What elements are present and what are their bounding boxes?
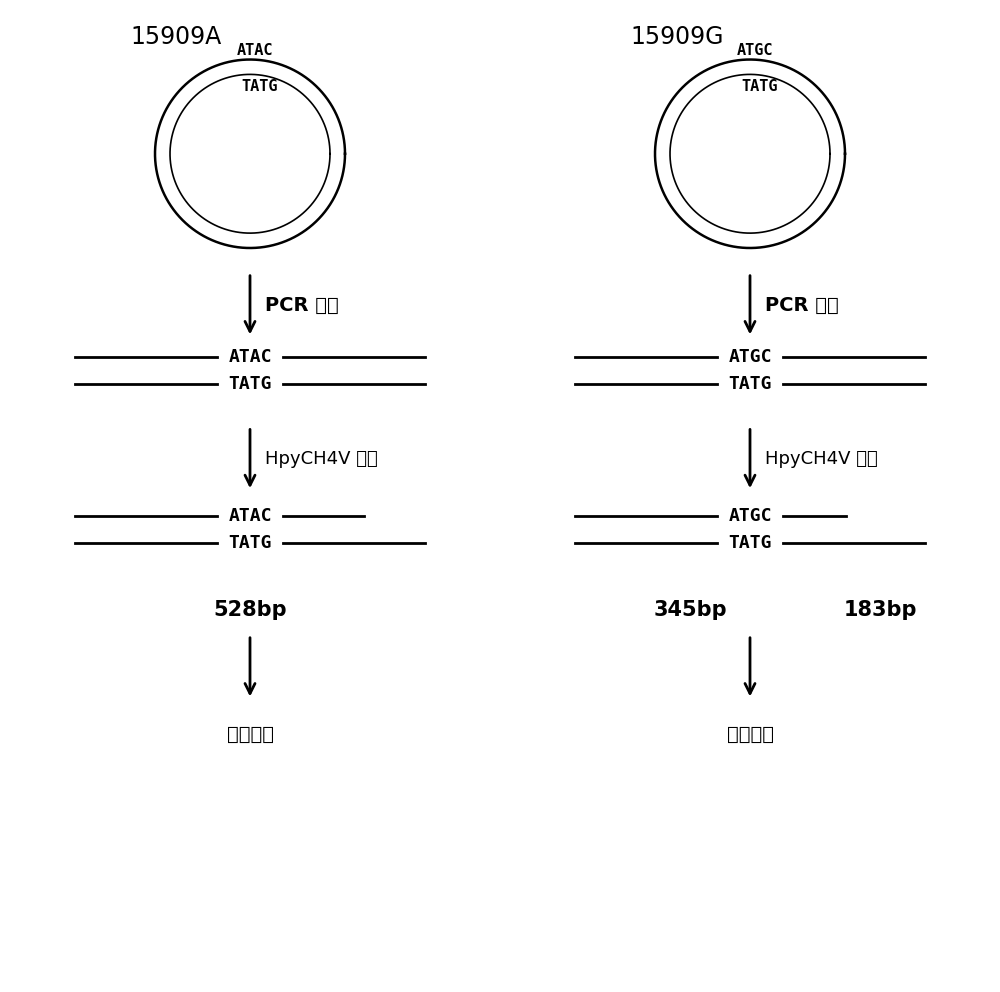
Text: 15909G: 15909G [630,25,724,49]
Text: 183bp: 183bp [843,600,917,620]
Text: TATG: TATG [728,534,772,552]
Text: HpyCH4V 酶切: HpyCH4V 酶切 [765,449,878,468]
Text: ATAC: ATAC [228,507,272,525]
Text: ATGC: ATGC [728,507,772,525]
Text: ATGC: ATGC [728,348,772,366]
Text: ATAC: ATAC [237,43,273,58]
Text: TATG: TATG [742,79,778,94]
Text: 528bp: 528bp [213,600,287,620]
Text: TATG: TATG [228,375,272,393]
Text: PCR 扩增: PCR 扩增 [765,296,839,314]
Text: HpyCH4V 酶切: HpyCH4V 酶切 [265,449,378,468]
Text: TATG: TATG [728,375,772,393]
Text: 345bp: 345bp [653,600,727,620]
Text: ATGC: ATGC [737,43,773,58]
Text: TATG: TATG [228,534,272,552]
Text: ATAC: ATAC [228,348,272,366]
Text: 15909A: 15909A [130,25,221,49]
Text: PCR 扩增: PCR 扩增 [265,296,339,314]
Text: TATG: TATG [242,79,278,94]
Text: 电泳鉴定: 电泳鉴定 [226,724,274,744]
Text: 电泳鉴定: 电泳鉴定 [726,724,774,744]
